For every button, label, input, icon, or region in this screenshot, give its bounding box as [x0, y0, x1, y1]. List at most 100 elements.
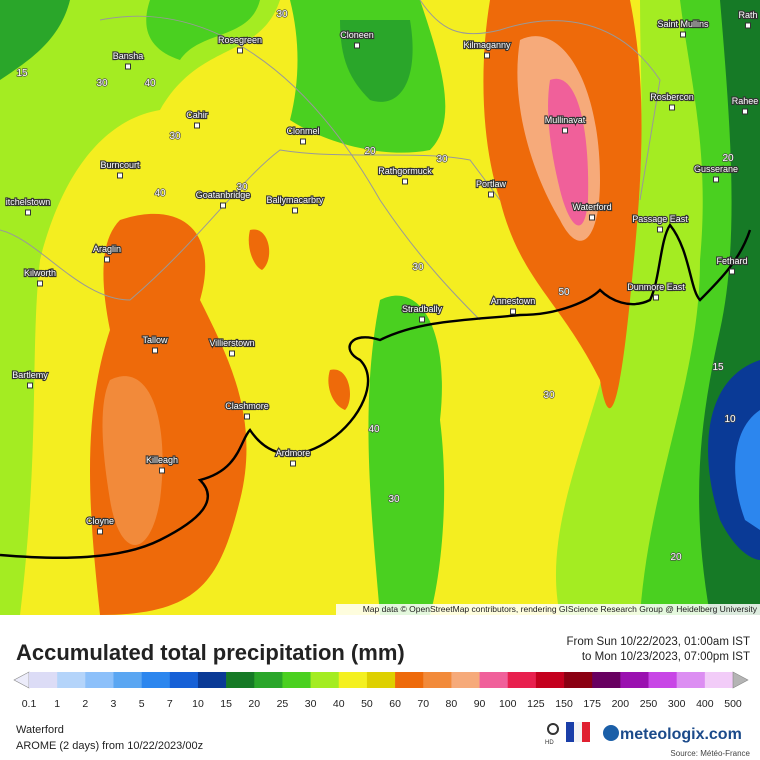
contour-label: 30 [96, 78, 108, 89]
legend-swatch [57, 672, 86, 688]
period-from: From Sun 10/22/2023, 01:00am IST [567, 636, 750, 648]
place-marker [159, 467, 165, 474]
place-marker [125, 63, 131, 70]
legend-swatch [395, 672, 424, 688]
legend-label: 30 [305, 698, 317, 710]
place-label: Clonmel [286, 126, 319, 136]
contour-label: 40 [154, 188, 166, 199]
legend-swatch [479, 672, 509, 688]
brand: meteologix.com [620, 726, 742, 743]
legend-label: 7 [167, 698, 173, 710]
place-label: Cloyne [86, 516, 114, 526]
legend-label: 1 [54, 698, 60, 710]
place-marker [669, 104, 675, 111]
legend-swatch [648, 672, 677, 688]
legend-swatch [254, 672, 283, 688]
place-label: Mullinavat [545, 115, 586, 125]
place-marker [117, 172, 123, 179]
place-marker [713, 176, 719, 183]
legend-swatch [423, 672, 452, 688]
contour-label: 30 [236, 182, 248, 193]
legend-swatch [310, 672, 340, 688]
place-marker [742, 108, 748, 115]
area [146, 0, 260, 60]
model: AROME (2 days) from 10/22/2023/00z [16, 740, 203, 752]
place-label: Villierstown [209, 338, 254, 348]
place-marker [680, 31, 686, 38]
place-label: Bansha [113, 51, 144, 61]
flag-white [574, 722, 582, 742]
contour-label: 30 [169, 131, 181, 142]
legend: 0.1 1 2 3 5 7 10 15 20 25 30 40 50 60 70 80 90 100 125 150 1… [13, 671, 749, 710]
contour-label: 30 [276, 9, 288, 20]
place-label: Portlaw [476, 179, 507, 189]
map: Rosegreen Cloneen Kilmaganny Saint Mullins B… [0, 0, 760, 616]
place-marker [562, 127, 568, 134]
place-marker [97, 528, 103, 535]
place-marker [419, 316, 425, 323]
place-label: Gusserane [694, 164, 738, 174]
place-marker [300, 138, 306, 145]
legend-label: 150 [555, 698, 573, 710]
legend-label: 20 [248, 698, 260, 710]
place-label: Ballymacarbry [266, 195, 324, 205]
flag-red [582, 722, 590, 742]
legend-swatch [338, 672, 368, 688]
legend-label: 90 [474, 698, 486, 710]
place-label: Dunmore East [627, 282, 685, 292]
place-marker [292, 207, 298, 214]
place-marker [220, 202, 226, 209]
legend-swatch [226, 672, 255, 688]
place-label: Rosegreen [218, 35, 262, 45]
place-label: Kilmaganny [463, 40, 511, 50]
legend-swatch [676, 672, 706, 688]
place-marker [104, 256, 110, 263]
place-label: Fethard [716, 256, 747, 266]
legend-label: 200 [612, 698, 630, 710]
legend-label: 250 [640, 698, 658, 710]
legend-swatch [620, 672, 649, 688]
area [340, 20, 413, 102]
place-label: Araglin [93, 244, 121, 254]
place-label: Rosbercon [650, 92, 694, 102]
place-label: Kilworth [24, 268, 56, 278]
place-label: Rath [738, 10, 757, 20]
contour-label: 15 [16, 68, 28, 79]
legend-swatch [535, 672, 565, 688]
hd-label: HD [545, 740, 554, 746]
legend-label: 5 [139, 698, 145, 710]
place-label: Ardmore [276, 448, 311, 458]
legend-label: 400 [696, 698, 714, 710]
place-label: itchelstown [6, 197, 51, 207]
place-label: Clashmore [225, 401, 269, 411]
legend-swatch [507, 672, 537, 688]
place-marker [152, 347, 158, 354]
legend-swatch [29, 672, 58, 688]
legend-label: 10 [192, 698, 204, 710]
legend-label: 300 [668, 698, 686, 710]
source: Source: Météo-France [670, 749, 750, 758]
legend-label: 25 [277, 698, 289, 710]
contour-label: 30 [412, 262, 424, 273]
contour-label: 20 [722, 153, 734, 164]
place-marker [484, 52, 490, 59]
legend-label: 15 [220, 698, 232, 710]
contour-label: 10 [724, 414, 736, 425]
contour-label: 30 [436, 154, 448, 165]
legend-swatch [282, 672, 311, 688]
area [368, 295, 445, 615]
legend-swatch [564, 672, 593, 688]
area [248, 229, 270, 270]
contour-label: 50 [558, 287, 570, 298]
area [0, 0, 280, 615]
legend-label: 100 [499, 698, 517, 710]
place-label: Passage East [632, 214, 688, 224]
contour-label: 40 [368, 424, 380, 435]
legend-swatch [85, 672, 114, 688]
search-icon [547, 723, 559, 735]
place-label: Rahee [732, 96, 759, 106]
legend-swatch [366, 672, 396, 688]
legend-swatch [113, 672, 142, 688]
title: Accumulated total precipitation (mm) [16, 640, 405, 665]
